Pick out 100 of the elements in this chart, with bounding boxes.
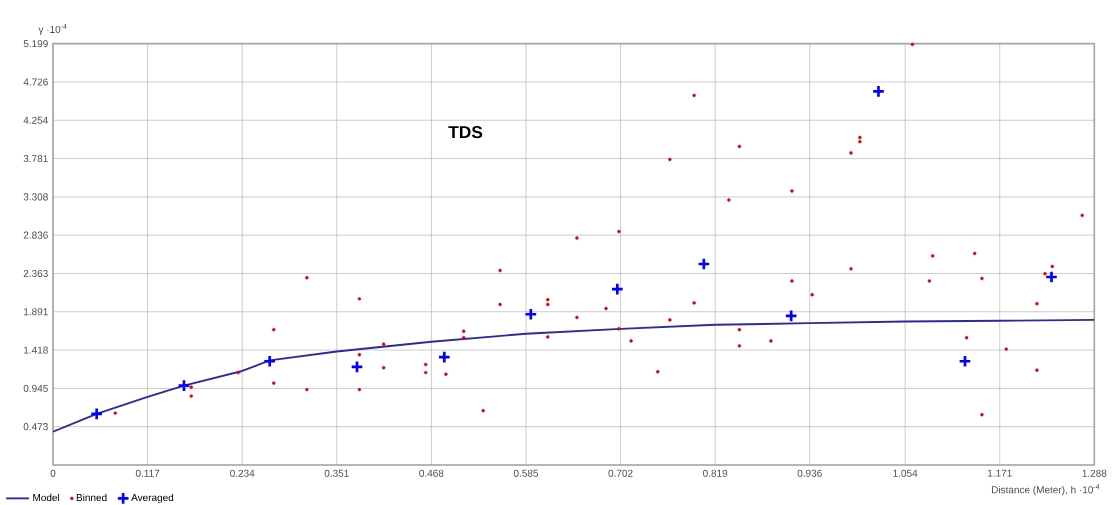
point	[271, 381, 276, 385]
point	[575, 315, 579, 320]
annotation: TDS	[448, 126, 483, 139]
point	[858, 135, 862, 140]
x-tick-label: 0.702	[608, 469, 633, 477]
point	[1004, 347, 1008, 351]
point	[790, 189, 794, 193]
point	[546, 302, 550, 307]
point	[444, 372, 448, 376]
y-tick-label: 4.254	[23, 116, 48, 124]
point	[1035, 368, 1039, 372]
x-tick-label: 0	[50, 469, 56, 477]
point	[381, 366, 386, 370]
point	[305, 276, 309, 280]
point	[1043, 271, 1047, 276]
point	[189, 385, 193, 389]
point	[910, 42, 915, 47]
y-tick-label: 5.199	[23, 40, 48, 48]
point	[769, 339, 773, 343]
x-axis-title: Distance (Meter), h ·10$^{-4}$	[991, 484, 1100, 496]
y-tick-label: 2.836	[23, 231, 48, 239]
point	[964, 336, 969, 340]
y-tick-label: 4.726	[23, 78, 48, 86]
point	[481, 408, 485, 413]
x-tick-label: 0.936	[797, 469, 822, 477]
point	[1050, 264, 1055, 269]
y-tick-label: 0.945	[23, 384, 48, 392]
point	[617, 229, 621, 234]
point	[972, 251, 977, 256]
y-tick-label: 2.363	[23, 269, 48, 278]
point	[1044, 270, 1059, 284]
point	[784, 309, 798, 323]
legend-label: Averaged	[131, 493, 174, 504]
y-axis-title: γ ·10$^{-4}$	[38, 24, 67, 35]
point	[350, 360, 364, 374]
y-tick-label: 3.781	[23, 155, 48, 163]
point	[727, 198, 731, 202]
point	[1035, 301, 1039, 306]
y-tick-label: 3.308	[23, 193, 48, 201]
point	[575, 236, 579, 240]
point	[980, 413, 984, 417]
point	[461, 336, 466, 340]
point	[871, 84, 886, 99]
point	[357, 353, 362, 357]
point	[524, 307, 538, 321]
x-tick-label: 0.234	[230, 469, 255, 477]
point	[423, 370, 428, 375]
point	[980, 276, 984, 281]
point	[849, 151, 853, 155]
x-tick-label: 0.351	[324, 469, 349, 477]
point	[810, 293, 814, 297]
x-tick-label: 0.585	[513, 469, 539, 477]
point	[668, 318, 672, 322]
x-tick-label: 0.468	[419, 469, 444, 477]
point	[357, 387, 362, 392]
point	[498, 302, 502, 307]
point	[617, 327, 621, 331]
point	[629, 339, 633, 343]
line-series	[53, 318, 1095, 433]
point	[692, 301, 696, 305]
point	[546, 297, 550, 302]
x-tick-label: 1.288	[1082, 469, 1107, 477]
point	[930, 254, 935, 258]
point	[849, 267, 853, 271]
point	[305, 387, 309, 392]
point	[697, 257, 711, 271]
legend-label: Model	[33, 493, 60, 502]
point	[858, 139, 862, 144]
legend-label: Binned	[76, 493, 107, 502]
point	[423, 362, 428, 367]
point	[790, 279, 794, 283]
x-tick-label: 0.819	[703, 469, 728, 477]
point	[656, 370, 660, 374]
point	[668, 157, 672, 162]
point	[958, 354, 972, 368]
x-tick-label: 1.171	[987, 469, 1012, 477]
point	[610, 282, 624, 296]
point	[113, 411, 117, 415]
x-tick-label: 0.117	[135, 469, 160, 477]
point	[498, 268, 502, 273]
point	[461, 329, 466, 334]
point	[737, 344, 742, 348]
y-tick-label: 1.891	[24, 308, 48, 316]
point	[692, 93, 696, 98]
point	[381, 342, 386, 346]
point	[177, 378, 191, 393]
y-tick-label: 0.473	[23, 423, 48, 431]
point	[357, 297, 362, 301]
point	[737, 327, 742, 332]
y-tick-label: 1.418	[24, 346, 48, 354]
point	[546, 335, 550, 339]
point	[437, 350, 451, 364]
point	[1080, 213, 1084, 218]
point	[604, 306, 608, 311]
point	[927, 279, 932, 283]
point	[189, 394, 193, 398]
point	[89, 407, 104, 421]
point	[263, 354, 277, 368]
point	[236, 370, 240, 375]
point	[737, 144, 742, 149]
